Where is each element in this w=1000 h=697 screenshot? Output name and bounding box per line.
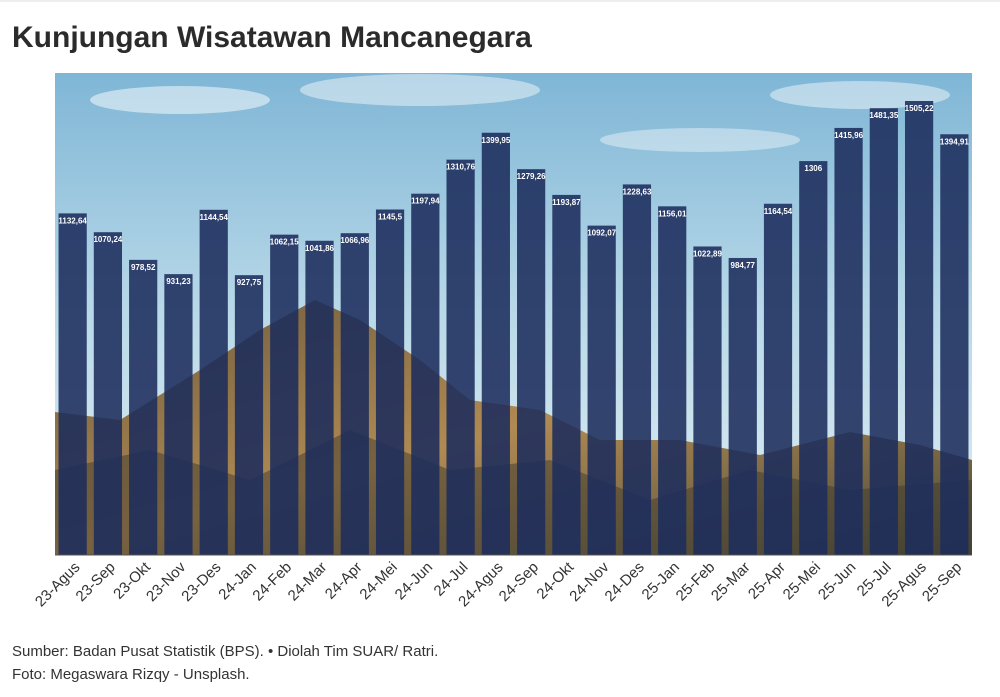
value-label: 1156,01 <box>658 209 687 218</box>
value-label: 1062,15 <box>270 238 299 247</box>
value-label: 1415,96 <box>834 131 863 140</box>
x-tick-label: 25-Feb <box>673 559 719 605</box>
bar <box>658 206 687 555</box>
bar <box>411 193 440 555</box>
x-tick-label: 24-Jun <box>392 559 436 603</box>
bar <box>199 209 228 555</box>
value-label: 1394,91 <box>940 137 969 146</box>
x-tick-label: 24-Des <box>602 559 648 605</box>
bar <box>305 240 334 556</box>
x-tick-label: 24-Mar <box>285 559 331 605</box>
bar <box>587 225 616 555</box>
value-label: 1505,22 <box>905 104 934 113</box>
value-label: 984,77 <box>731 261 756 270</box>
x-tick-label: 24-Apr <box>322 559 366 603</box>
bar <box>693 246 722 555</box>
x-tick-label: 24-Mei <box>356 559 400 603</box>
photo-credit: Foto: Megaswara Rizqy - Unsplash. <box>12 666 250 683</box>
bar <box>622 184 652 555</box>
value-label: 1306 <box>804 164 822 173</box>
x-tick-label: 24-Sep <box>496 559 542 605</box>
bar <box>270 234 299 556</box>
bar <box>552 194 581 556</box>
x-tick-label: 24-Feb <box>249 559 295 605</box>
bar <box>93 232 123 555</box>
bar <box>129 259 158 555</box>
value-label: 978,52 <box>131 263 156 272</box>
bar <box>834 127 863 556</box>
source-note: Sumber: Badan Pusat Statistik (BPS). • D… <box>12 643 438 660</box>
value-label: 1481,35 <box>869 111 898 120</box>
bar <box>940 134 969 556</box>
x-tick-label: 25-Mar <box>708 559 754 605</box>
value-label: 1041,86 <box>305 244 334 253</box>
value-label: 931,23 <box>166 277 191 286</box>
bar <box>517 169 546 555</box>
bars: 1132,64 1070,24 978,52 931,23 1144,54 927,75 1… <box>58 101 969 556</box>
x-tick-label: 23-Des <box>178 559 224 605</box>
bar <box>904 101 934 555</box>
bar <box>375 209 405 555</box>
bar <box>446 159 475 555</box>
x-tick-label: 23-Sep <box>73 559 119 605</box>
bar <box>799 161 828 556</box>
value-label: 1197,94 <box>411 197 440 206</box>
bar <box>58 213 87 556</box>
value-label: 1132,64 <box>58 216 87 225</box>
bar <box>481 132 510 555</box>
x-tick-label: 23-Agus <box>32 559 84 611</box>
value-label: 1193,87 <box>552 198 581 207</box>
chart-title: Kunjungan Wisatawan Mancanegara <box>12 21 532 54</box>
value-label: 1070,24 <box>93 235 122 244</box>
value-label: 927,75 <box>237 278 262 287</box>
bar <box>340 233 369 555</box>
value-label: 1066,96 <box>340 236 369 245</box>
bar <box>869 108 898 556</box>
value-label: 1145,5 <box>378 212 403 221</box>
bar <box>763 203 793 556</box>
value-label: 1144,54 <box>199 213 228 222</box>
x-tick-label: 25-Sep <box>919 559 965 605</box>
value-label: 1164,54 <box>764 207 793 216</box>
value-label: 1092,07 <box>587 229 616 238</box>
value-label: 1399,95 <box>481 136 510 145</box>
value-label: 1228,63 <box>622 187 651 196</box>
value-label: 1310,76 <box>446 163 475 172</box>
bar <box>728 257 757 555</box>
bar <box>234 275 264 555</box>
value-label: 1022,89 <box>693 249 722 258</box>
x-tick-label: 25-Apr <box>745 559 789 603</box>
x-tick-label: 25-Mei <box>780 559 824 603</box>
bar <box>164 274 193 555</box>
value-label: 1279,26 <box>517 172 546 181</box>
x-tick-label: 25-Jun <box>815 559 859 603</box>
